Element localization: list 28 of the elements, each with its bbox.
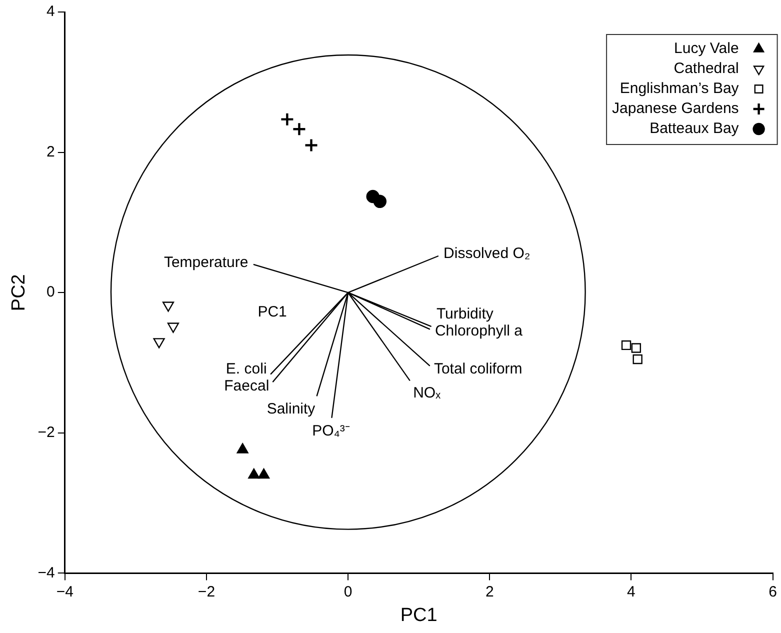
y-tick-label: 2 [46, 143, 55, 160]
y-tick-label: 4 [46, 3, 55, 20]
y-tick-label: 0 [46, 284, 55, 301]
annotation: PC1 [258, 303, 287, 320]
legend-label: Englishman’s Bay [620, 80, 740, 98]
x-tick-label: 4 [627, 583, 636, 600]
series-label: Temperature [164, 254, 248, 271]
series-label: E. coli [226, 360, 267, 378]
legend-label: Japanese Gardens [612, 100, 739, 118]
series-label: Dissolved O₂ [444, 245, 530, 262]
x-tick-label: 2 [485, 583, 494, 600]
legend-label: Batteaux Bay [650, 120, 740, 138]
series-label: Turbidity [436, 306, 494, 323]
legend-label: Cathedral [674, 60, 739, 78]
y-axis-title: PC2 [8, 274, 30, 312]
y-tick-label: −2 [38, 424, 55, 442]
x-tick-label: −2 [198, 583, 216, 600]
series-label: Faecal [224, 377, 270, 394]
y-tick-label: −4 [38, 564, 55, 582]
legend-label: Lucy Vale [674, 40, 739, 58]
series-label: PO₄³⁻ [312, 422, 350, 440]
x-tick-label: 0 [344, 583, 352, 600]
series-label: NOₓ [413, 384, 441, 402]
series-label: Chlorophyll a [434, 322, 524, 340]
x-tick-label: 6 [768, 583, 777, 600]
x-axis-title: PC1 [400, 604, 438, 626]
series-label: Salinity [266, 400, 316, 418]
series-label: Total coliform [434, 360, 522, 378]
